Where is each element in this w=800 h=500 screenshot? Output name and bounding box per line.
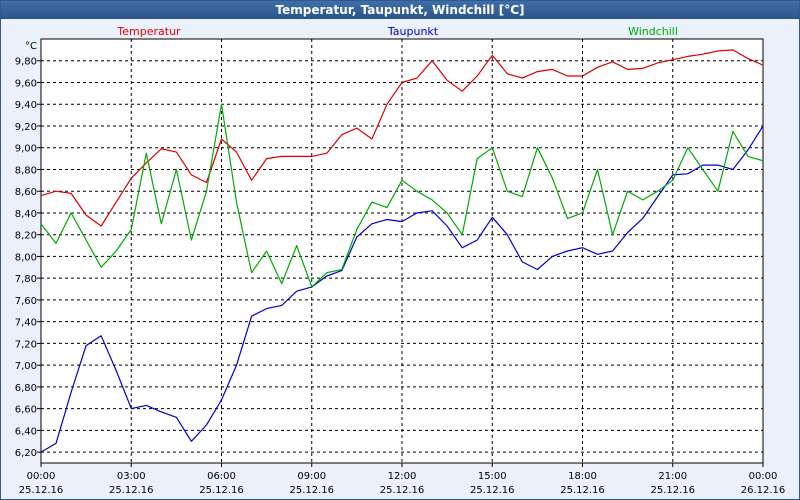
axes [37,38,764,467]
x-tick-date: 25.12.16 [380,485,425,496]
y-tick-label: 8,00 [15,252,37,263]
legend-entry-windchill: Windchill [628,25,678,38]
x-tick-date: 25.12.16 [109,485,154,496]
y-tick-label: 9,00 [15,144,37,155]
y-tick-label: 8,20 [15,231,37,242]
x-tick-time: 15:00 [478,471,507,482]
y-tick-label: 9,80 [15,57,37,68]
x-tick-date: 26.12.16 [741,485,786,496]
series-group [40,49,764,453]
x-tick-time: 00:00 [749,471,778,482]
y-tick-label: 6,80 [15,383,37,394]
x-tick-date: 25.12.16 [560,485,605,496]
y-tick-label: 9,20 [15,122,37,133]
legend-entry-taupunkt: Taupunkt [387,25,439,38]
y-tick-label: 8,40 [15,209,37,220]
x-tick-date: 25.12.16 [470,485,515,496]
x-tick-date: 25.12.16 [199,485,244,496]
grid-lines [41,39,763,463]
y-tick-label: 6,20 [15,448,37,459]
x-tick-time: 21:00 [658,471,687,482]
y-tick-label: 7,00 [15,361,37,372]
y-tick-label: 9,60 [15,78,37,89]
y-tick-label: 8,80 [15,165,37,176]
x-tick-time: 03:00 [117,471,146,482]
x-tick-date: 25.12.16 [289,485,334,496]
x-tick-time: 09:00 [297,471,326,482]
x-tick-time: 12:00 [388,471,417,482]
plot-border [40,38,764,464]
series-line-taupunkt [40,125,764,453]
y-tick-label: 7,40 [15,318,37,329]
x-tick-date: 25.12.16 [19,485,64,496]
y-tick-label: 8,60 [15,187,37,198]
x-tick-time: 18:00 [568,471,597,482]
y-tick-label: 6,60 [15,405,37,416]
y-tick-label: 6,40 [15,426,37,437]
axis-labels: 6,20 6,40 6,60 6,80 7,00 7,20 7,40 7,60 7,80 8,00… [15,25,786,496]
y-tick-label: 7,20 [15,339,37,350]
window-title: Temperatur, Taupunkt, Windchill [°C] [1,1,799,19]
y-axis-label: °C [25,41,37,52]
x-tick-time: 06:00 [207,471,236,482]
y-tick-label: 7,80 [15,274,37,285]
x-tick-time: 00:00 [27,471,56,482]
y-tick-label: 9,40 [15,100,37,111]
series-line-temperatur [40,49,764,227]
series-line-windchill [40,103,764,288]
legend-entry-temperatur: Temperatur [116,25,181,38]
x-tick-date: 25.12.16 [650,485,695,496]
y-tick-label: 7,60 [15,296,37,307]
